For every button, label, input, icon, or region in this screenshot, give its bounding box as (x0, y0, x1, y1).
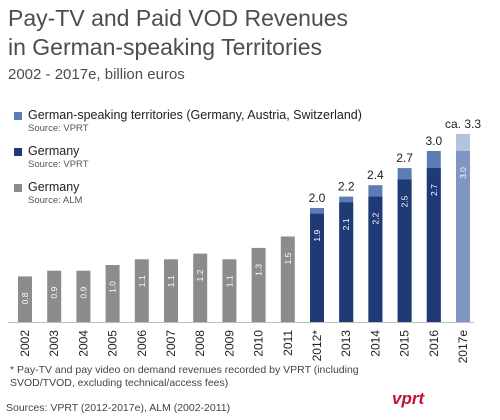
data-label-top-2014: 2.4 (367, 168, 384, 182)
bar-germany-vprt-2015 (397, 179, 412, 322)
svg-text:vprt: vprt (392, 389, 425, 408)
data-label-inner-2010: 1.3 (254, 264, 264, 276)
data-label-inner-2016: 2.7 (429, 184, 439, 196)
data-label-inner-2009: 1.1 (224, 275, 234, 287)
data-label-inner-2017e: 3.0 (458, 167, 468, 179)
data-label-inner-2007: 1.1 (166, 275, 176, 287)
x-tick-label-2009: 2009 (222, 330, 236, 357)
legend-swatch-germany-vprt (14, 148, 22, 156)
x-tick-label-2013: 2013 (339, 330, 353, 357)
legend-label-germany-vprt: Germany (28, 144, 80, 158)
vprt-logo: vprt (392, 389, 425, 408)
x-tick-label-2014: 2014 (368, 330, 382, 357)
x-tick-label-2015: 2015 (398, 330, 412, 357)
legend-label-germany-alm: Germany (28, 180, 80, 194)
footnote: * Pay-TV and pay video on demand revenue… (10, 364, 359, 389)
bar-germany-alm-2009 (222, 259, 237, 322)
bar-germany-vprt-2013 (339, 202, 354, 322)
x-tick-label-2005: 2005 (106, 330, 120, 357)
data-label-top-2016: 3.0 (425, 134, 442, 148)
bar-germany-alm-2006 (134, 259, 149, 322)
legend-swatch-germany-alm (14, 184, 22, 192)
data-label-inner-2006: 1.1 (137, 275, 147, 287)
data-label-top-2012*: 2.0 (309, 191, 326, 205)
legend-item-territories: German-speaking territories (Germany, Au… (14, 108, 362, 135)
bar-germany-vprt-2012* (310, 213, 324, 322)
x-tick-label-2003: 2003 (47, 330, 61, 357)
x-tick-label-2002: 2002 (18, 330, 32, 357)
bar-germany-alm-2007 (164, 259, 178, 322)
chart-title: Pay-TV and Paid VOD Revenues in German-s… (8, 4, 348, 62)
bar-germany-alm-2005 (105, 265, 120, 322)
data-label-inner-2004: 0.9 (78, 287, 88, 299)
data-label-top-2013: 2.2 (338, 180, 355, 194)
bar-germany-vprt-2014 (368, 196, 383, 322)
data-label-top-2015: 2.7 (396, 151, 413, 165)
x-tick-label-2006: 2006 (135, 330, 149, 357)
title-line-1: Pay-TV and Paid VOD Revenues (8, 5, 349, 31)
bar-germany-alm-2003 (47, 270, 62, 322)
bar-germany-alm-2004 (76, 270, 91, 322)
chart-subtitle: 2002 - 2017e, billion euros (8, 66, 185, 83)
data-label-inner-2013: 2.1 (341, 218, 351, 230)
legend-item-germany-alm: Germany Source: ALM (14, 180, 362, 207)
bar-germany-alm-2002 (18, 276, 32, 322)
data-label-inner-2008: 1.2 (195, 269, 205, 281)
data-label-inner-2002: 0.8 (20, 292, 30, 304)
data-label-inner-2003: 0.9 (49, 287, 59, 299)
bar-germany-vprt-2017e (456, 151, 470, 322)
x-tick-label-2016: 2016 (427, 330, 441, 357)
legend-source-germany-vprt: Source: VPRT (28, 159, 89, 170)
data-label-inner-2011: 1.5 (283, 252, 293, 264)
bar-germany-alm-2011 (280, 236, 295, 322)
legend-source-territories: Source: VPRT (28, 123, 89, 134)
x-tick-label-2004: 2004 (76, 330, 90, 357)
legend: German-speaking territories (Germany, Au… (14, 108, 362, 216)
legend-source-germany-alm: Source: ALM (28, 195, 83, 206)
data-label-inner-2014: 2.2 (370, 212, 380, 224)
bar-germany-vprt-2016 (426, 168, 441, 322)
legend-swatch-territories (14, 112, 22, 120)
legend-label-territories: German-speaking territories (Germany, Au… (28, 108, 362, 122)
legend-item-germany-vprt: Germany Source: VPRT (14, 144, 362, 171)
bar-germany-alm-2010 (251, 247, 266, 322)
x-tick-label-2007: 2007 (164, 330, 178, 357)
sources-note: Sources: VPRT (2012-2017e), ALM (2002-20… (6, 402, 231, 414)
x-tick-label-2011: 2011 (281, 330, 295, 356)
x-tick-label-2008: 2008 (193, 330, 207, 357)
title-line-2: in German-speaking Territories (8, 34, 323, 60)
data-label-inner-2015: 2.5 (400, 195, 410, 207)
x-tick-label-2010: 2010 (252, 330, 266, 357)
data-label-inner-2012*: 1.9 (312, 230, 322, 242)
data-label-inner-2005: 1.0 (108, 281, 118, 293)
bar-germany-alm-2008 (193, 253, 208, 322)
x-tick-label-2012*: 2012* (310, 330, 324, 362)
data-label-top-2017e: ca. 3.3 (445, 117, 481, 131)
x-tick-label-2017e: 2017e (456, 330, 470, 364)
